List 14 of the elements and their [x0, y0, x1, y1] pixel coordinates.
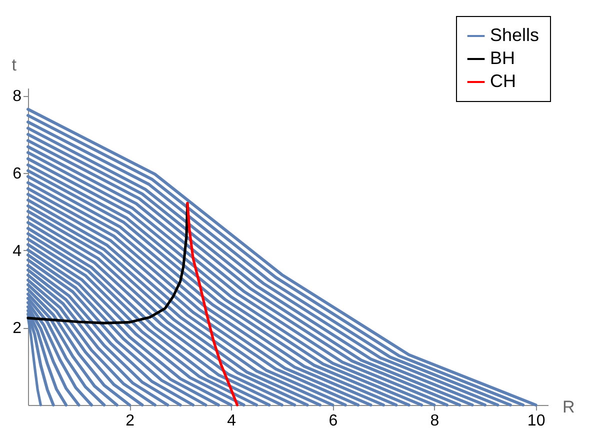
y-tick-label: 2 [12, 320, 22, 338]
legend-label: BH [490, 48, 516, 68]
legend-label: Shells [490, 25, 540, 45]
y-tick-label: 6 [12, 166, 22, 183]
x-tick-label: 6 [328, 412, 338, 430]
x-tick-label: 8 [430, 412, 440, 430]
y-axis-title: t [12, 56, 17, 74]
legend-label: CH [490, 71, 516, 91]
x-tick-label: 2 [126, 412, 135, 430]
x-tick-label: 10 [527, 412, 546, 430]
x-axis-title: R [562, 398, 575, 416]
y-tick-label: 8 [12, 88, 22, 106]
x-tick-label: 4 [227, 412, 236, 430]
y-tick-label: 4 [12, 242, 22, 260]
